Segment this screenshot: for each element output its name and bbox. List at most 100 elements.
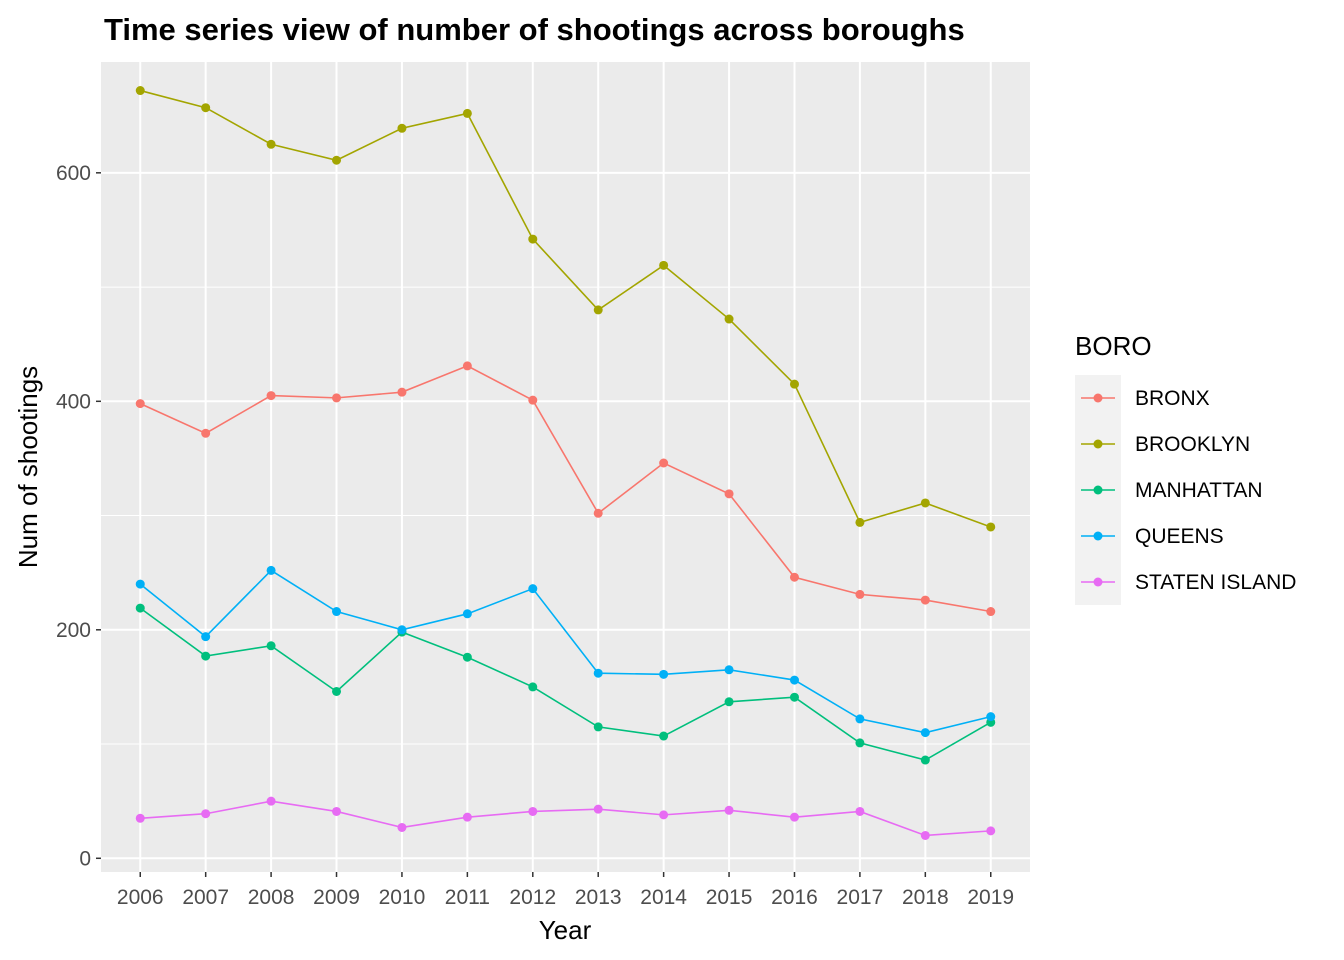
data-point-queens (266, 565, 276, 575)
series-queens (135, 565, 996, 738)
data-point-manhattan (462, 652, 472, 662)
legend-label: BROOKLYN (1135, 433, 1250, 456)
data-point-manhattan (332, 686, 342, 696)
data-point-staten-island (397, 822, 407, 832)
x-tick-label: 2009 (313, 886, 360, 909)
data-point-manhattan (920, 755, 930, 765)
data-point-queens (528, 584, 538, 594)
data-point-staten-island (986, 826, 996, 836)
data-point-manhattan (855, 738, 865, 748)
data-point-staten-island (593, 804, 603, 814)
data-point-queens (855, 714, 865, 724)
data-point-brooklyn (201, 103, 211, 113)
data-point-brooklyn (397, 123, 407, 133)
data-point-brooklyn (593, 305, 603, 315)
series-staten-island (135, 796, 996, 840)
series-line-manhattan (139, 607, 992, 761)
x-tick-labels: 2006 2007 2008 2009 2010 2011 2012 2013 2014 2015… (117, 886, 1014, 909)
legend-label: STATEN ISLAND (1135, 571, 1296, 594)
data-point-staten-island (135, 813, 145, 823)
data-point-bronx (332, 393, 342, 403)
x-tick-label: 2014 (640, 886, 687, 909)
data-point-bronx (135, 399, 145, 409)
data-point-manhattan (593, 722, 603, 732)
data-point-bronx (855, 589, 865, 599)
data-point-manhattan (789, 692, 799, 702)
y-tick-label: 0 (79, 847, 91, 870)
series-line-brooklyn (140, 89, 992, 528)
series-layer (135, 86, 996, 840)
data-point-bronx (920, 595, 930, 605)
legend-item-queens: QUEENS (1081, 525, 1224, 548)
data-point-bronx (593, 508, 603, 518)
x-tick-label: 2018 (902, 886, 949, 909)
legend-item-manhattan: MANHATTAN (1081, 479, 1263, 502)
x-tick-label: 2019 (967, 886, 1014, 909)
data-point-brooklyn (332, 155, 342, 165)
data-point-queens (724, 665, 734, 675)
legend-key-point (1093, 577, 1103, 587)
data-point-staten-island (659, 810, 669, 820)
data-point-queens (397, 625, 407, 635)
legend-label: QUEENS (1135, 525, 1224, 548)
data-point-staten-island (332, 806, 342, 816)
plot-panel (101, 62, 1030, 872)
series-line-queens (139, 569, 991, 734)
y-tick-label: 400 (56, 390, 91, 413)
x-tick-label: 2008 (248, 886, 295, 909)
chart-title: Time series view of number of shootings … (104, 12, 965, 47)
legend-label: BRONX (1135, 387, 1210, 410)
data-point-manhattan (266, 641, 276, 651)
data-point-bronx (397, 387, 407, 397)
data-point-bronx (462, 361, 472, 371)
data-point-manhattan (659, 731, 669, 741)
x-tick-label: 2006 (117, 886, 164, 909)
y-tick-label: 600 (56, 162, 91, 185)
data-point-queens (593, 668, 603, 678)
data-point-brooklyn (462, 108, 472, 118)
data-point-bronx (659, 458, 669, 468)
x-tick-label: 2017 (837, 886, 884, 909)
legend-key-point (1093, 485, 1103, 495)
data-point-queens (135, 579, 145, 589)
y-tick-label: 200 (56, 619, 91, 642)
y-axis-title: Num of shootings (13, 366, 43, 568)
data-point-queens (986, 712, 996, 722)
legend-key-point (1093, 531, 1103, 541)
data-point-staten-island (201, 809, 211, 819)
x-tick-label: 2012 (509, 886, 556, 909)
series-line-bronx (139, 365, 991, 613)
data-point-bronx (986, 607, 996, 617)
data-point-bronx (266, 391, 276, 401)
y-tick-labels: 0 200 400 600 (56, 162, 91, 870)
series-bronx (135, 361, 996, 617)
legend-label: MANHATTAN (1135, 479, 1263, 502)
data-point-staten-island (789, 812, 799, 822)
legend: BORO BRONX BROOKLYN MANHATTAN QUEENS STATEN … (1075, 331, 1296, 605)
axis-ticks (96, 172, 992, 877)
data-point-manhattan (528, 682, 538, 692)
data-point-queens (462, 609, 472, 619)
series-brooklyn (135, 86, 996, 532)
data-point-staten-island (528, 806, 538, 816)
data-point-queens (201, 632, 211, 642)
grid-minor (101, 286, 1030, 745)
x-axis-title: Year (539, 915, 592, 945)
series-line-staten-island (140, 800, 991, 837)
data-point-staten-island (266, 796, 276, 806)
data-point-queens (659, 669, 669, 679)
data-point-queens (920, 728, 930, 738)
data-point-brooklyn (135, 86, 145, 96)
legend-item-brooklyn: BROOKLYN (1081, 433, 1250, 456)
data-point-brooklyn (789, 379, 799, 389)
data-point-brooklyn (920, 498, 930, 508)
legend-key-point (1093, 393, 1103, 403)
data-point-brooklyn (724, 314, 734, 324)
data-point-bronx (724, 489, 734, 499)
data-point-brooklyn (855, 517, 865, 527)
data-point-bronx (528, 395, 538, 405)
data-point-brooklyn (266, 139, 276, 149)
data-point-queens (332, 607, 342, 617)
legend-item-bronx: BRONX (1081, 387, 1210, 410)
